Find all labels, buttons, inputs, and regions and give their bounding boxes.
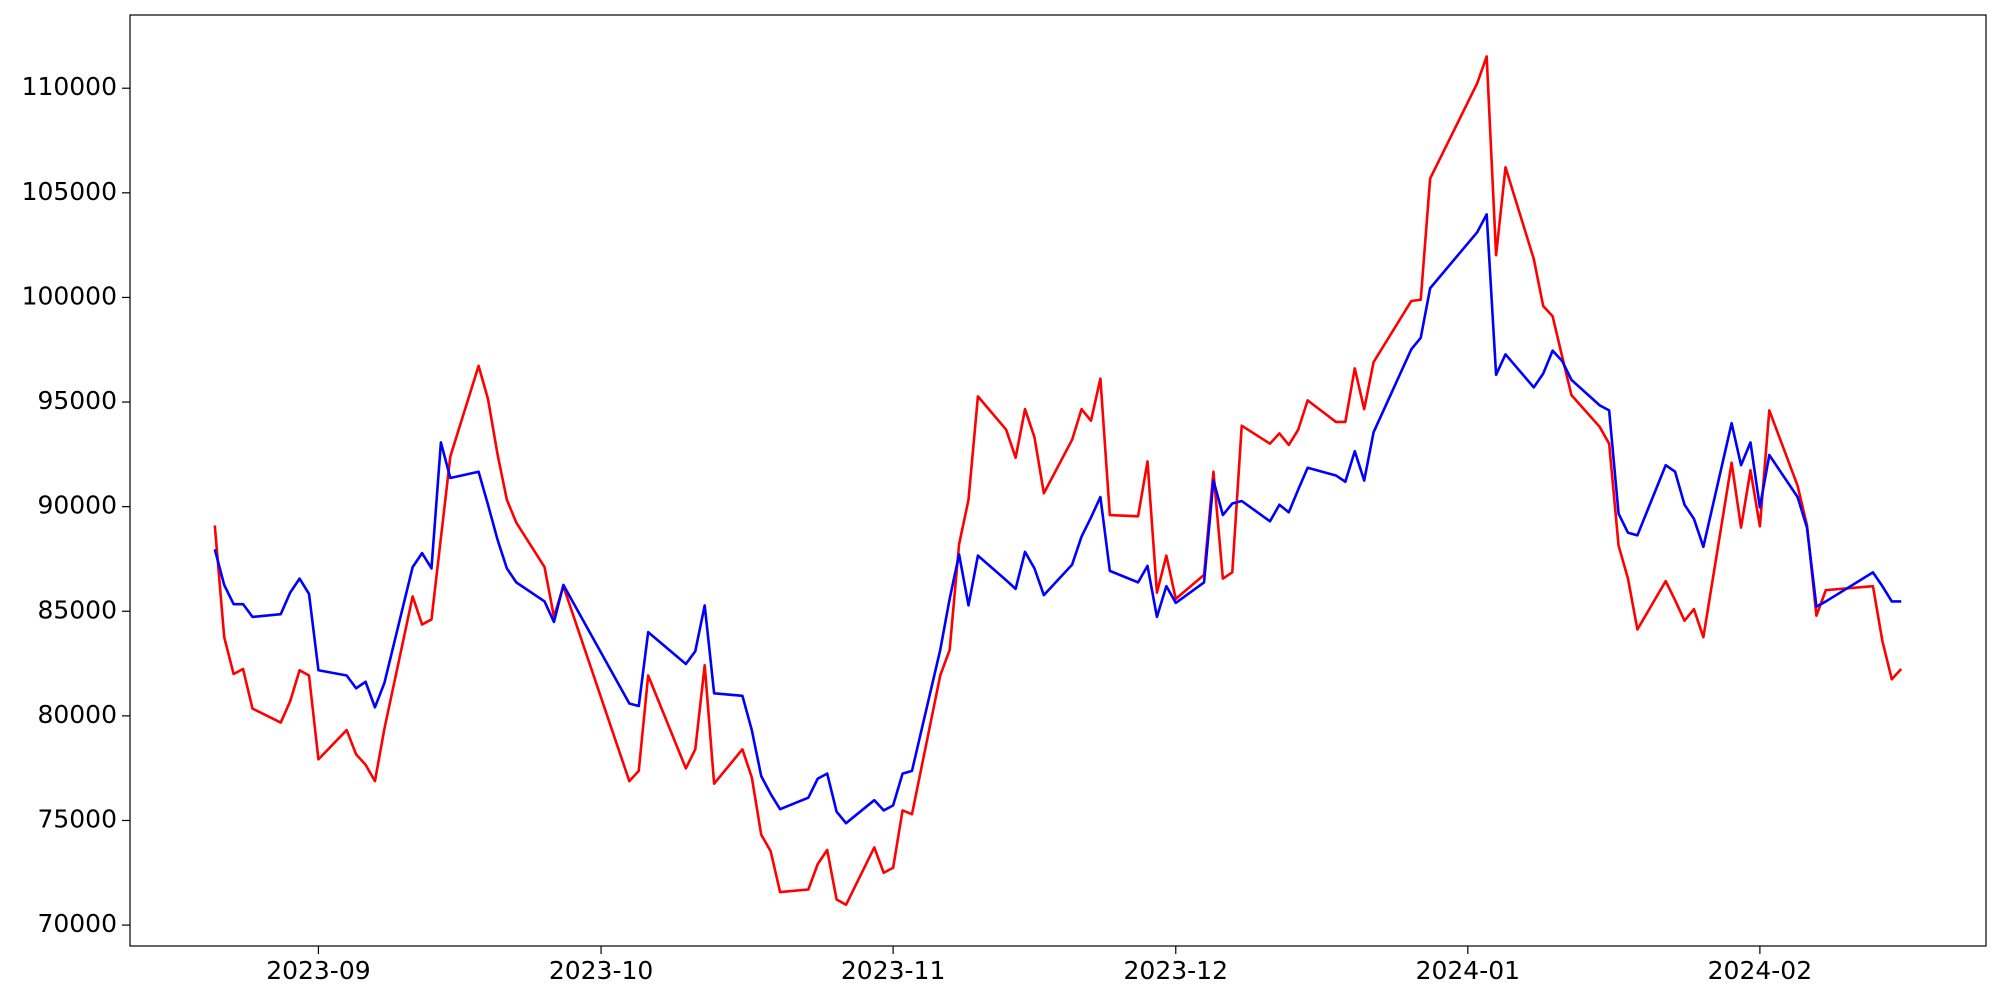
y-tick-label: 80000 — [37, 700, 117, 729]
y-tick-label: 85000 — [37, 595, 117, 624]
x-tick-label: 2024-01 — [1416, 956, 1520, 985]
y-tick-label: 110000 — [22, 72, 117, 101]
y-tick-label: 75000 — [37, 804, 117, 833]
line-series — [213, 55, 1903, 907]
y-tick-label: 105000 — [22, 177, 117, 206]
y-tick-label: 100000 — [22, 281, 117, 310]
line-series — [213, 213, 1902, 825]
y-tick-label: 95000 — [37, 386, 117, 415]
plot-frame — [129, 14, 1987, 947]
x-tick-label: 2023-10 — [549, 956, 653, 985]
x-tick-label: 2023-12 — [1124, 956, 1228, 985]
y-tick-label: 70000 — [37, 909, 117, 938]
y-tick-label: 90000 — [37, 491, 117, 520]
x-tick-label: 2023-11 — [841, 956, 945, 985]
x-tick-label: 2024-02 — [1708, 956, 1812, 985]
x-tick-label: 2023-09 — [266, 956, 370, 985]
